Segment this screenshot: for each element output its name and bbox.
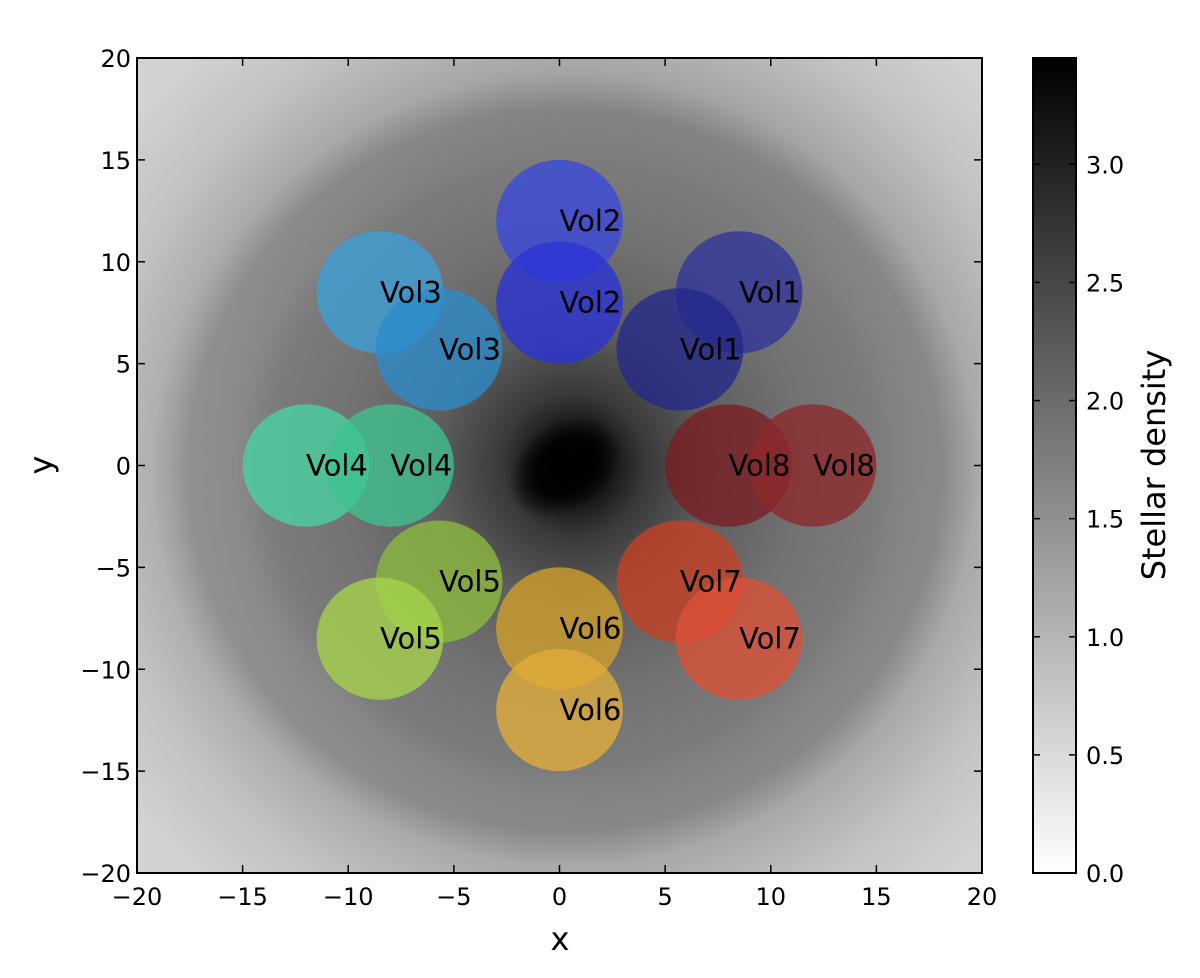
volume-label-vol7-12: Vol7 [680,565,742,599]
colorbar: 0.0 0.5 1.0 1.5 2.0 2.5 3.0 Stellar density [1032,57,1173,888]
volume-label-vol1-0: Vol1 [739,275,801,309]
colorbar-tick-label: 0.5 [1086,742,1124,770]
volume-label-vol6-10: Vol6 [560,612,622,646]
x-tick-label: −5 [436,883,471,911]
volume-label-vol8-15: Vol8 [813,449,875,483]
volume-circle-vol5-9 [316,577,444,700]
volume-label-vol2-3: Vol2 [560,286,622,320]
y-tick-label: 10 [100,249,131,277]
volume-circle-vol8-15 [749,404,877,527]
volume-circle-vol3-5 [375,288,503,411]
x-tick-label: 20 [967,883,998,911]
x-tick-label: −10 [323,883,374,911]
volume-circle-vol2-3 [496,241,623,364]
x-tick-label: 5 [657,883,672,911]
colorbar-tick-label: 3.0 [1086,151,1124,179]
y-axis-ticks: −20 −15 −10 −5 0 5 10 15 20 [80,45,982,888]
x-tick-label: −20 [112,883,163,911]
y-tick-label: 5 [116,351,131,379]
y-tick-label: −5 [96,554,131,582]
x-tick-label: 0 [552,883,567,911]
y-tick-label: 0 [116,453,131,481]
colorbar-tick-label: 2.0 [1086,388,1124,416]
x-axis-label: x [551,920,570,958]
volume-circle-vol6-11 [496,648,623,772]
colorbar-label: Stellar density [1135,350,1173,581]
colorbar-tick-label: 1.5 [1086,506,1124,534]
colorbar-tick-label: 0.0 [1086,860,1124,888]
colorbar-gradient [1032,57,1077,874]
volume-label-vol8-14: Vol8 [729,449,791,483]
volume-label-vol2-2: Vol2 [560,204,622,238]
density-bar [508,416,622,518]
volume-circle-vol7-13 [675,577,803,700]
y-tick-label: −15 [80,758,131,786]
y-tick-label: 20 [100,45,131,73]
volume-label-vol1-1: Vol1 [680,332,742,366]
volume-labels: Vol1 Vol1 Vol2 Vol2 Vol3 Vol3 Vol4 Vol4 Vol5 Vol5… [306,204,875,727]
volume-label-vol3-5: Vol3 [439,332,501,366]
volume-label-vol7-13: Vol7 [739,622,801,656]
volume-circles [242,159,877,772]
plot-area: Vol1 Vol1 Vol2 Vol2 Vol3 Vol3 Vol4 Vol4 Vol5 Vol5… [137,58,982,873]
x-tick-label: 10 [755,883,786,911]
volume-label-vol6-11: Vol6 [560,693,622,727]
x-tick-label: 15 [861,883,892,911]
y-tick-label: −10 [80,656,131,684]
colorbar-ticks: 0.0 0.5 1.0 1.5 2.0 2.5 3.0 [1033,151,1124,888]
y-axis-label: y [22,456,60,475]
y-tick-label: −20 [80,860,131,888]
volume-label-vol4-6: Vol4 [306,449,368,483]
volume-circle-vol1-1 [616,288,744,411]
colorbar-tick-label: 2.5 [1086,269,1124,297]
colorbar-tick-label: 1.0 [1086,624,1124,652]
volume-label-vol3-4: Vol3 [380,275,442,309]
volume-label-vol5-8: Vol5 [439,565,501,599]
volume-circle-vol4-7 [327,404,454,527]
volume-label-vol5-9: Vol5 [380,622,442,656]
volume-label-vol4-7: Vol4 [391,449,453,483]
y-tick-label: 15 [100,147,131,175]
x-tick-label: −15 [217,883,268,911]
x-axis-ticks: −20 −15 −10 −5 0 5 10 15 20 [112,58,998,911]
